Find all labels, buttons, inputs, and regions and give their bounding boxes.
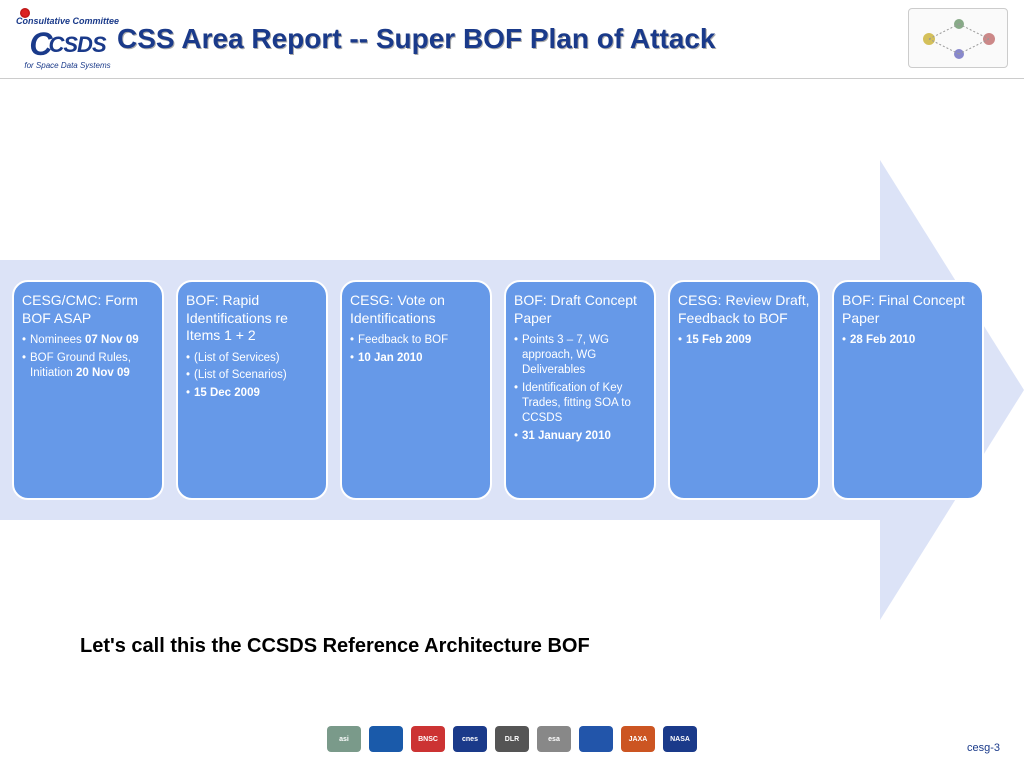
card-item: 10 Jan 2010	[350, 351, 482, 366]
process-arrow: CESG/CMC: Form BOF ASAP Nominees 07 Nov 0…	[0, 100, 1024, 580]
agency-logo-1	[369, 726, 403, 752]
card-item: 28 Feb 2010	[842, 333, 974, 348]
card-item: (List of Services)	[186, 351, 318, 366]
card-item: 15 Dec 2009	[186, 386, 318, 401]
subtitle: Let's call this the CCSDS Reference Arch…	[80, 635, 590, 658]
process-card-5: BOF: Final Concept Paper 28 Feb 2010	[832, 280, 984, 500]
ccsds-logo: Consultative Committee C CSDS for Space …	[16, 8, 119, 70]
agency-logo-2: BNSC	[411, 726, 445, 752]
card-item: Nominees 07 Nov 09	[22, 333, 154, 348]
card-title: BOF: Final Concept Paper	[842, 292, 974, 327]
card-item: BOF Ground Rules, Initiation 20 Nov 09	[22, 351, 154, 381]
card-item: 15 Feb 2009	[678, 333, 810, 348]
header: Consultative Committee C CSDS for Space …	[0, 0, 1024, 79]
process-card-1: BOF: Rapid Identifications re Items 1 + …	[176, 280, 328, 500]
logo-for-text: for Space Data Systems	[24, 61, 110, 70]
card-item: Identification of Key Trades, fitting SO…	[514, 381, 646, 426]
card-item: 31 January 2010	[514, 429, 646, 444]
process-card-2: CESG: Vote on Identifications Feedback to…	[340, 280, 492, 500]
card-item: (List of Scenarios)	[186, 368, 318, 383]
card-title: BOF: Draft Concept Paper	[514, 292, 646, 327]
agency-logo-3: cnes	[453, 726, 487, 752]
agency-logo-0: asi	[327, 726, 361, 752]
card-item: Points 3 – 7, WG approach, WG Deliverabl…	[514, 333, 646, 378]
page-number: cesg-3	[967, 742, 1000, 754]
logo-committee-text: Consultative Committee	[16, 16, 119, 26]
card-title: CESG: Review Draft, Feedback to BOF	[678, 292, 810, 327]
process-card-3: BOF: Draft Concept Paper Points 3 – 7, WG…	[504, 280, 656, 500]
card-item: Feedback to BOF	[350, 333, 482, 348]
process-card-0: CESG/CMC: Form BOF ASAP Nominees 07 Nov 0…	[12, 280, 164, 500]
agency-logo-4: DLR	[495, 726, 529, 752]
corner-diagram-icon	[908, 8, 1008, 68]
agency-logo-5: esa	[537, 726, 571, 752]
card-title: CESG: Vote on Identifications	[350, 292, 482, 327]
agency-logo-7: JAXA	[621, 726, 655, 752]
agency-logo-6	[579, 726, 613, 752]
agency-logo-8: NASA	[663, 726, 697, 752]
page-title: CSS Area Report -- Super BOF Plan of Att…	[117, 23, 715, 55]
card-title: BOF: Rapid Identifications re Items 1 + …	[186, 292, 318, 345]
process-card-4: CESG: Review Draft, Feedback to BOF 15 Fe…	[668, 280, 820, 500]
card-title: CESG/CMC: Form BOF ASAP	[22, 292, 154, 327]
footer-logos: asi BNSC cnes DLR esa JAXA NASA	[327, 726, 697, 752]
